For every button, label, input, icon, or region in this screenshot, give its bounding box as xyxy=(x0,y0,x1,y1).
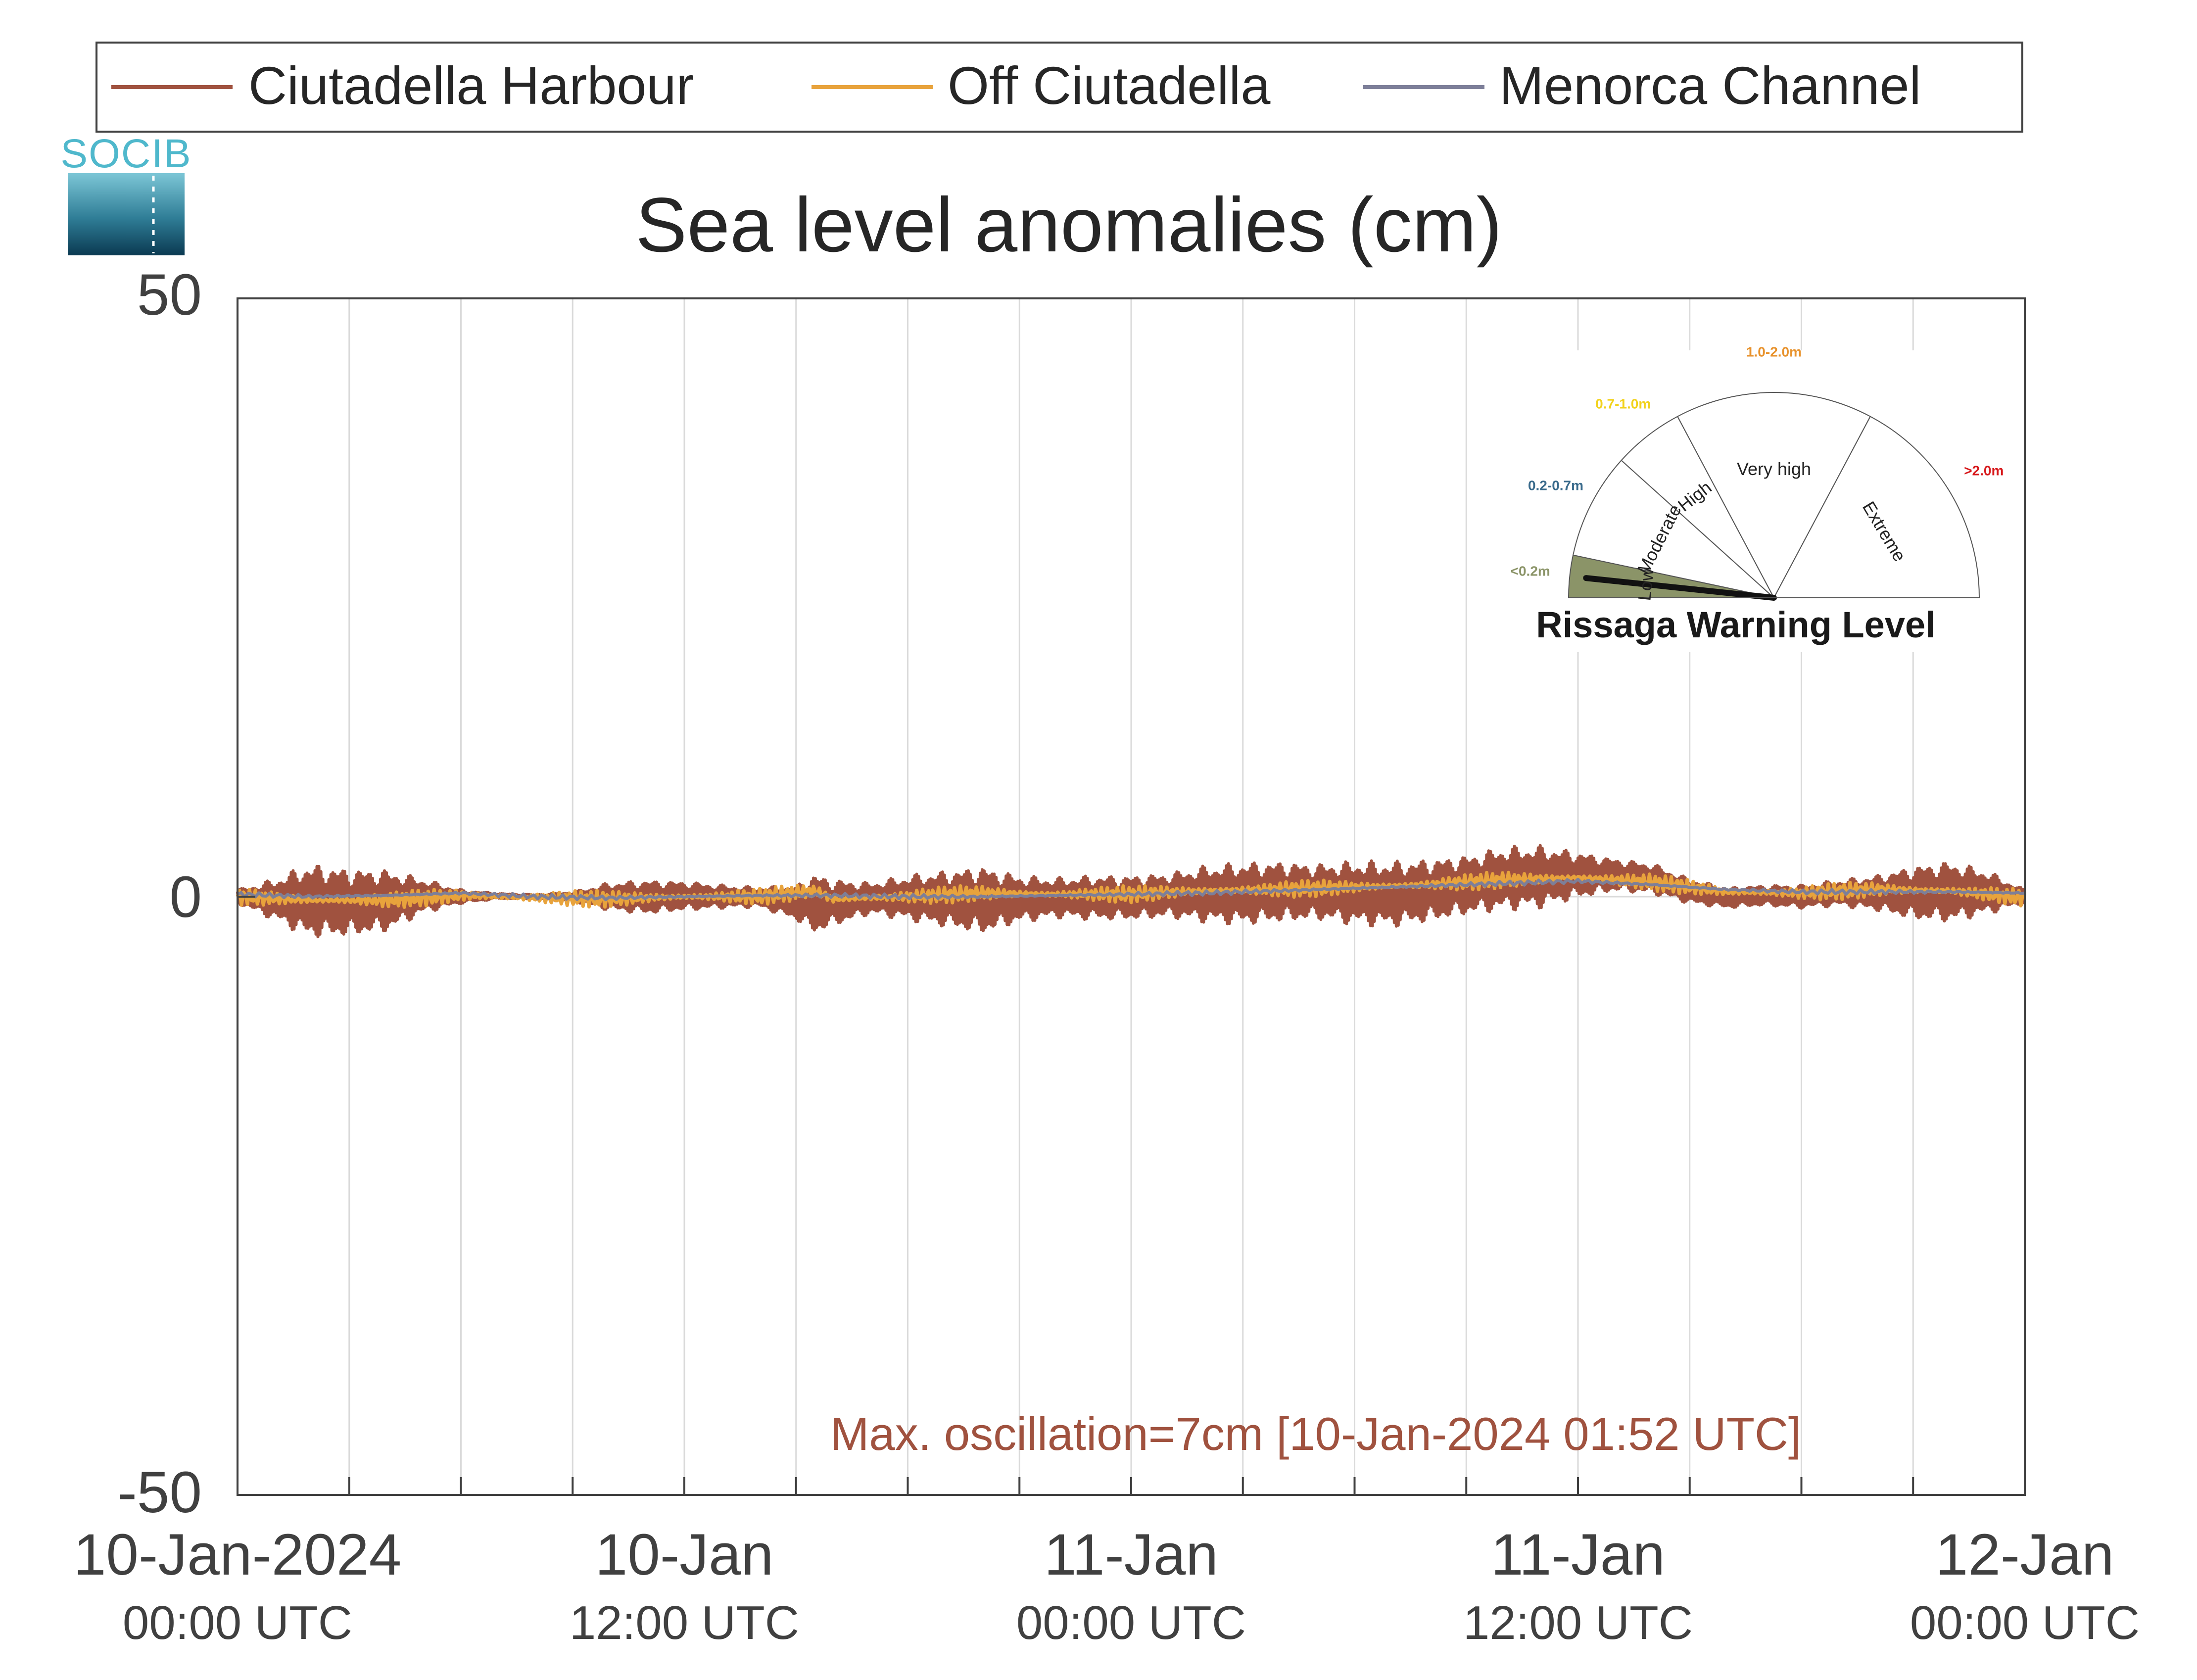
x-tick-label-time: 00:00 UTC xyxy=(1016,1596,1246,1649)
max-oscillation-annotation: Max. oscillation=7cm [10-Jan-2024 01:52 … xyxy=(830,1408,1801,1460)
gauge-range-label: >2.0m xyxy=(1964,463,2004,478)
x-tick-labels: 10-Jan-2024 00:00 UTC 10-Jan 12:00 UTC 11-Ja… xyxy=(74,1522,2140,1649)
series-line-off-ciutadella xyxy=(236,870,2026,909)
gauge-sector-label: Very high xyxy=(1737,459,1811,479)
x-tick-label-time: 12:00 UTC xyxy=(1463,1596,1693,1649)
series-layer xyxy=(236,844,2026,939)
gauge-sector-extreme xyxy=(1773,416,1980,598)
legend-label-menorca-channel: Menorca Channel xyxy=(1499,55,1921,115)
logo-text: SOCIB xyxy=(60,131,191,176)
x-tick-label-time: 00:00 UTC xyxy=(123,1596,352,1649)
x-tick-label-date: 11-Jan xyxy=(1044,1522,1218,1587)
legend: Ciutadella Harbour Off Ciutadella Menorc… xyxy=(96,42,2023,133)
chart-title: Sea level anomalies (cm) xyxy=(635,182,1502,268)
gauge-range-label: <0.2m xyxy=(1511,564,1550,579)
gauge-range-label: 0.2-0.7m xyxy=(1528,478,1583,493)
gauge-sector-high xyxy=(1621,416,1774,598)
gauge-range-label: 0.7-1.0m xyxy=(1595,396,1651,411)
y-tick-label-zero: 0 xyxy=(169,864,202,930)
legend-label-off-ciutadella: Off Ciutadella xyxy=(948,55,1271,115)
gauge-needle xyxy=(1583,575,1777,601)
series-line-menorca-channel xyxy=(237,877,2025,902)
x-tick-label-date: 10-Jan xyxy=(595,1522,774,1587)
gauge-sector-moderate xyxy=(1572,459,1776,599)
tick-marks xyxy=(237,297,2026,1496)
gauge-sector-very-high xyxy=(1676,392,1871,599)
gauge-sectors xyxy=(1568,392,1980,601)
gauge-range-label: 1.0-2.0m xyxy=(1746,344,1802,359)
legend-box xyxy=(96,42,2023,133)
y-tick-label-top: 50 xyxy=(137,262,202,328)
x-tick-label-time: 12:00 UTC xyxy=(570,1596,799,1649)
logo-block xyxy=(68,173,185,255)
legend-label-ciutadella-harbour: Ciutadella Harbour xyxy=(248,55,694,115)
x-tick-label-time: 00:00 UTC xyxy=(1910,1596,2140,1649)
gauge-sector-label: Low xyxy=(1634,567,1658,602)
x-tick-label-date: 10-Jan-2024 xyxy=(74,1522,402,1587)
y-tick-label-bottom: -50 xyxy=(117,1460,202,1525)
gauge-title: Rissaga Warning Level xyxy=(1536,604,1935,645)
socib-logo: SOCIB xyxy=(60,131,191,255)
x-tick-label-date: 12-Jan xyxy=(1936,1522,2114,1587)
x-tick-label-date: 11-Jan xyxy=(1491,1522,1665,1587)
